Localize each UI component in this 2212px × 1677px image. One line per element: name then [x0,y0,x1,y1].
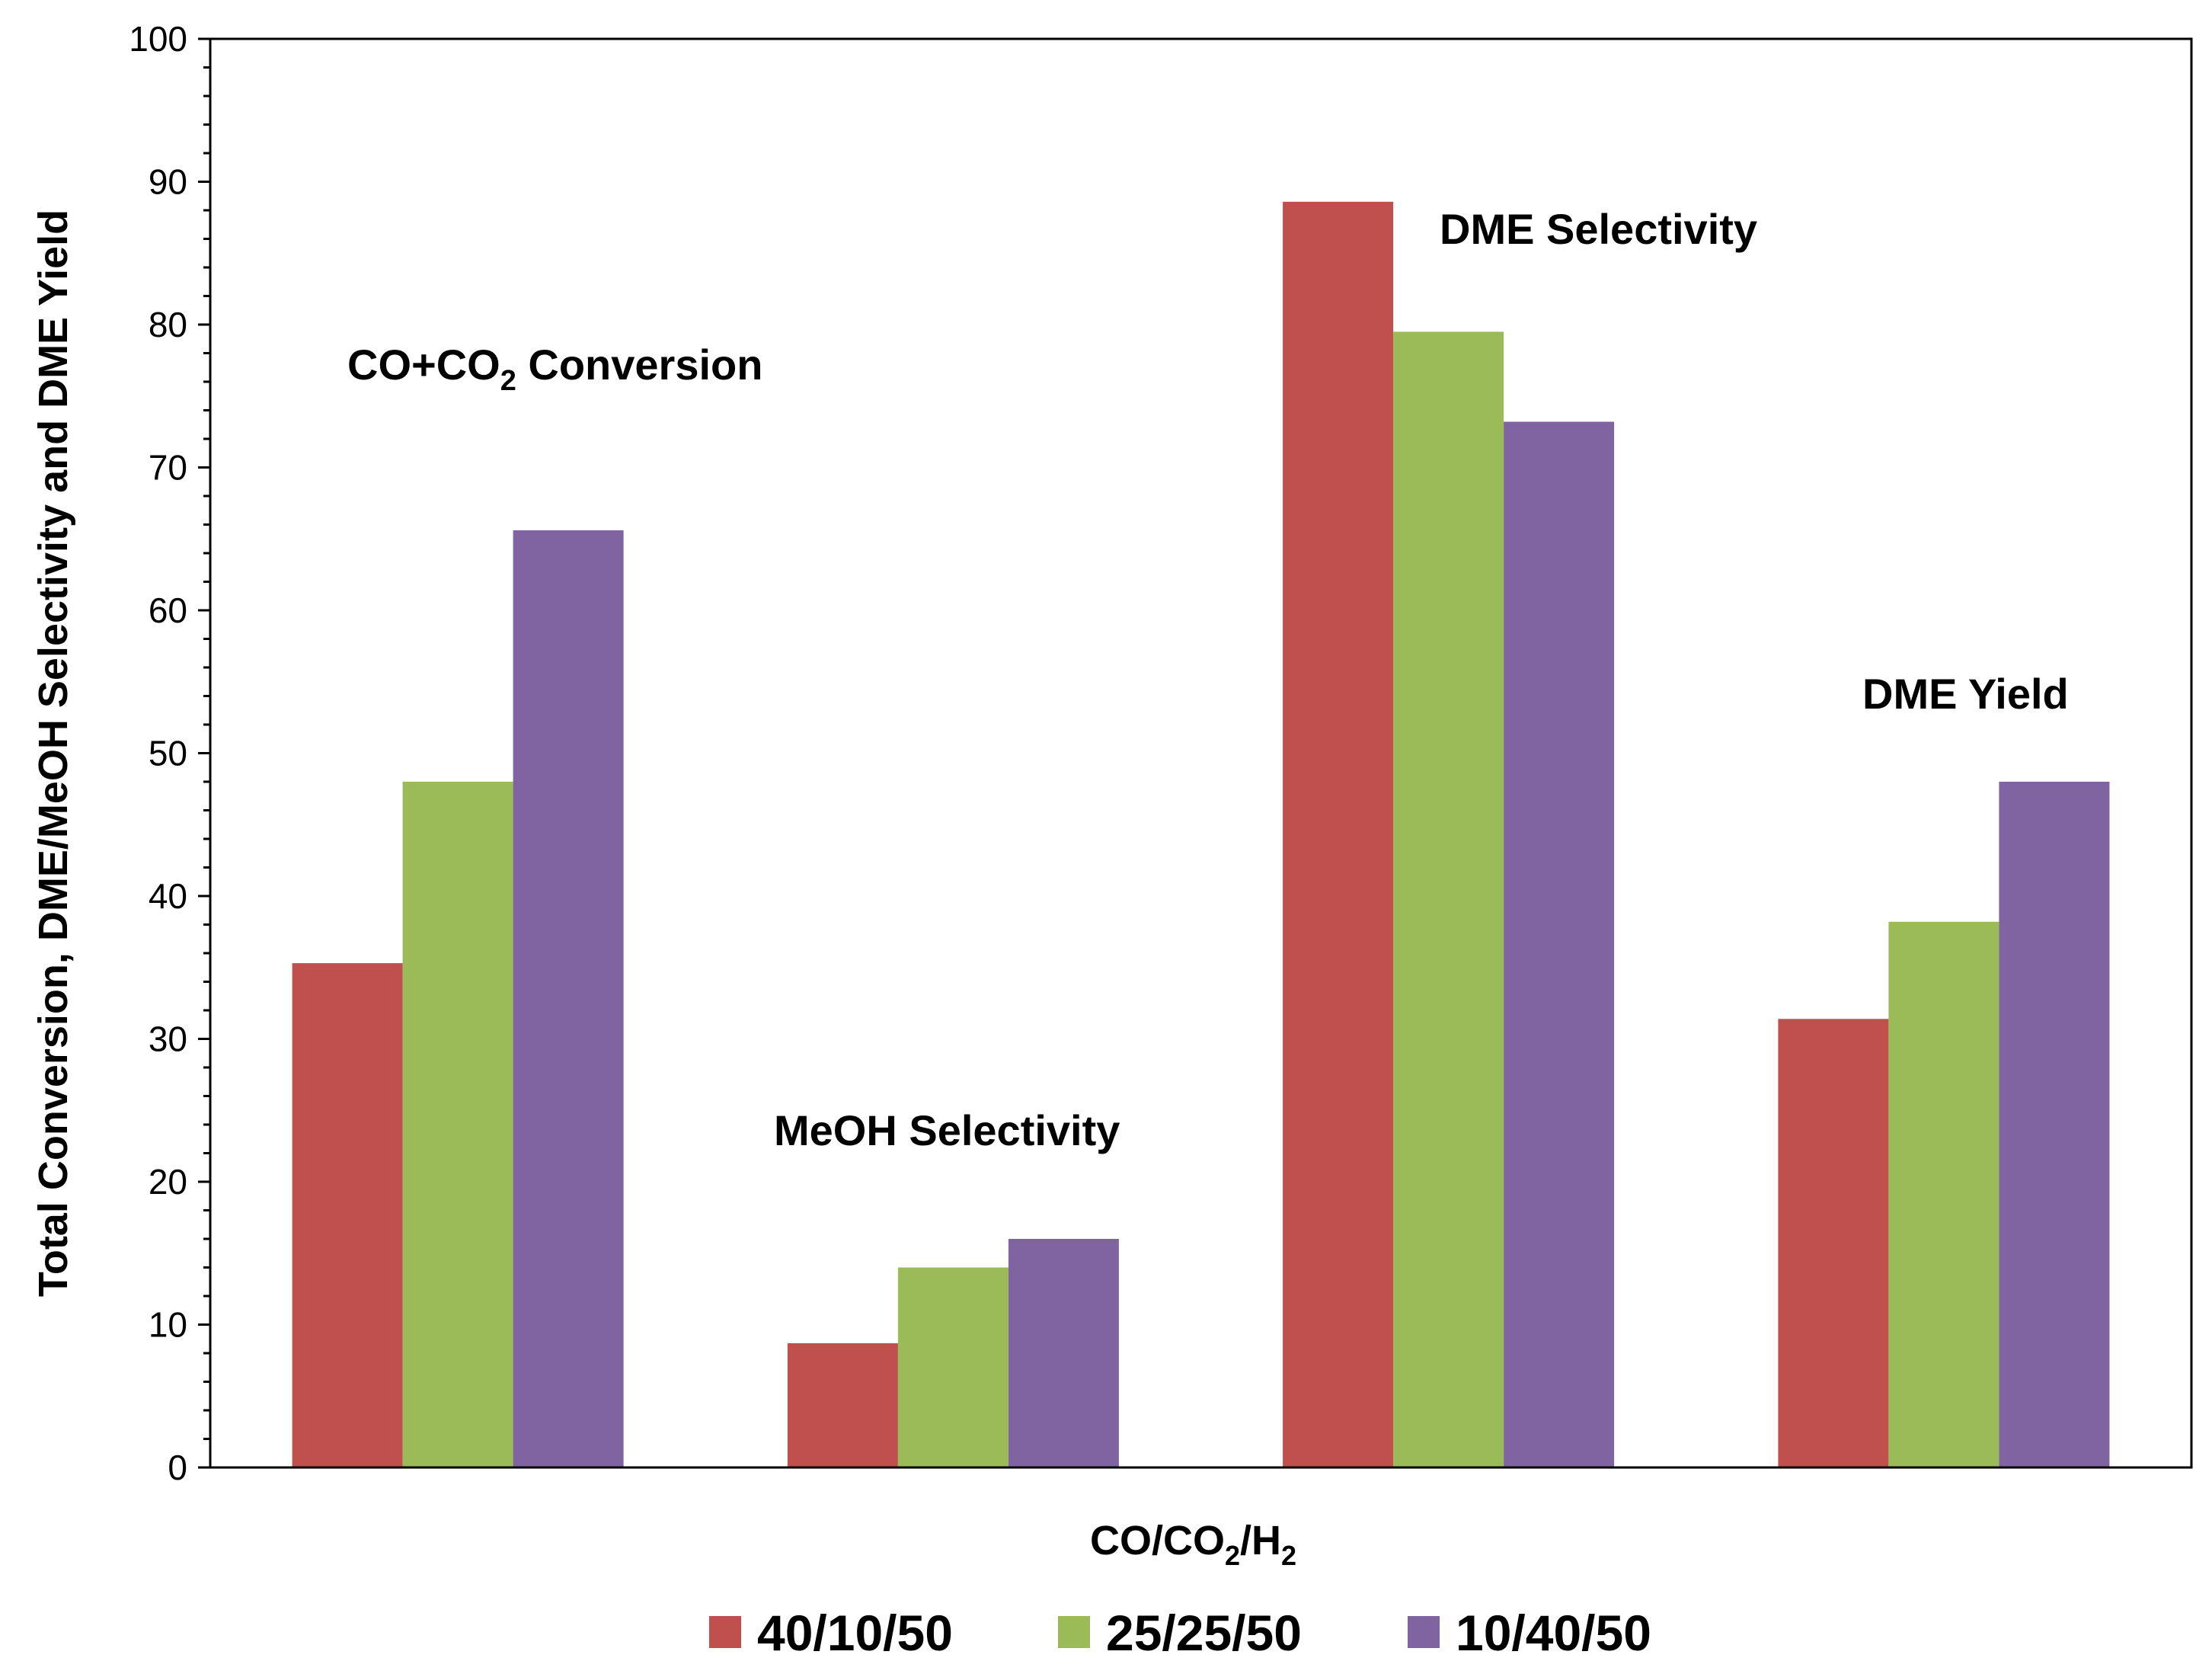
bar-25-25-50-3 [1393,331,1504,1467]
y-tick-label: 50 [149,734,187,773]
bar-10-40-50-4 [1999,782,2110,1467]
bar-25-25-50-2 [897,1267,1009,1467]
bar-40-10-50-3 [1283,201,1394,1467]
legend-swatch-2 [1058,1616,1090,1648]
y-tick-label: 40 [149,876,187,916]
y-tick-label: 60 [149,590,187,630]
legend-swatch-3 [1408,1616,1440,1648]
legend-label-1: 40/10/50 [757,1605,953,1661]
bar-40-10-50-4 [1778,1019,1889,1468]
y-tick-label: 80 [149,305,187,344]
bar-10-40-50-2 [1008,1239,1119,1467]
legend: 40/10/50 25/25/50 10/40/50 [709,1605,1651,1661]
legend-label-2: 25/25/50 [1106,1605,1302,1661]
y-tick-label: 0 [168,1448,187,1487]
y-axis-title: Total Conversion, DME/MeOH Selectivity a… [30,210,76,1297]
bar-25-25-50-1 [402,782,513,1467]
bar-40-10-50-1 [292,963,403,1467]
category-label-3: DME Selectivity [1440,205,1757,253]
legend-swatch-1 [709,1616,741,1648]
category-label-4: DME Yield [1862,670,2069,718]
y-tick-label: 30 [149,1019,187,1059]
labels-layer: 0 10 20 30 40 50 60 70 80 90 100 Total Conversion, … [30,19,2069,1571]
axes-layer [198,37,2193,1469]
y-tick-label: 10 [149,1305,187,1345]
bars-layer [292,201,2110,1468]
bar-10-40-50-3 [1504,421,1615,1467]
bar-40-10-50-2 [787,1343,898,1467]
y-tick-label: 20 [149,1162,187,1202]
category-label-2: MeOH Selectivity [774,1106,1120,1154]
x-axis-title: CO/CO2/H2 [1090,1518,1296,1571]
y-tick-label: 90 [149,162,187,202]
y-tick-label: 70 [149,448,187,488]
bar-25-25-50-4 [1888,921,1999,1468]
legend-label-3: 10/40/50 [1456,1605,1651,1661]
bar-10-40-50-1 [513,530,624,1467]
category-label-1: CO+CO2 Conversion [347,341,762,397]
y-tick-label: 100 [129,19,187,59]
